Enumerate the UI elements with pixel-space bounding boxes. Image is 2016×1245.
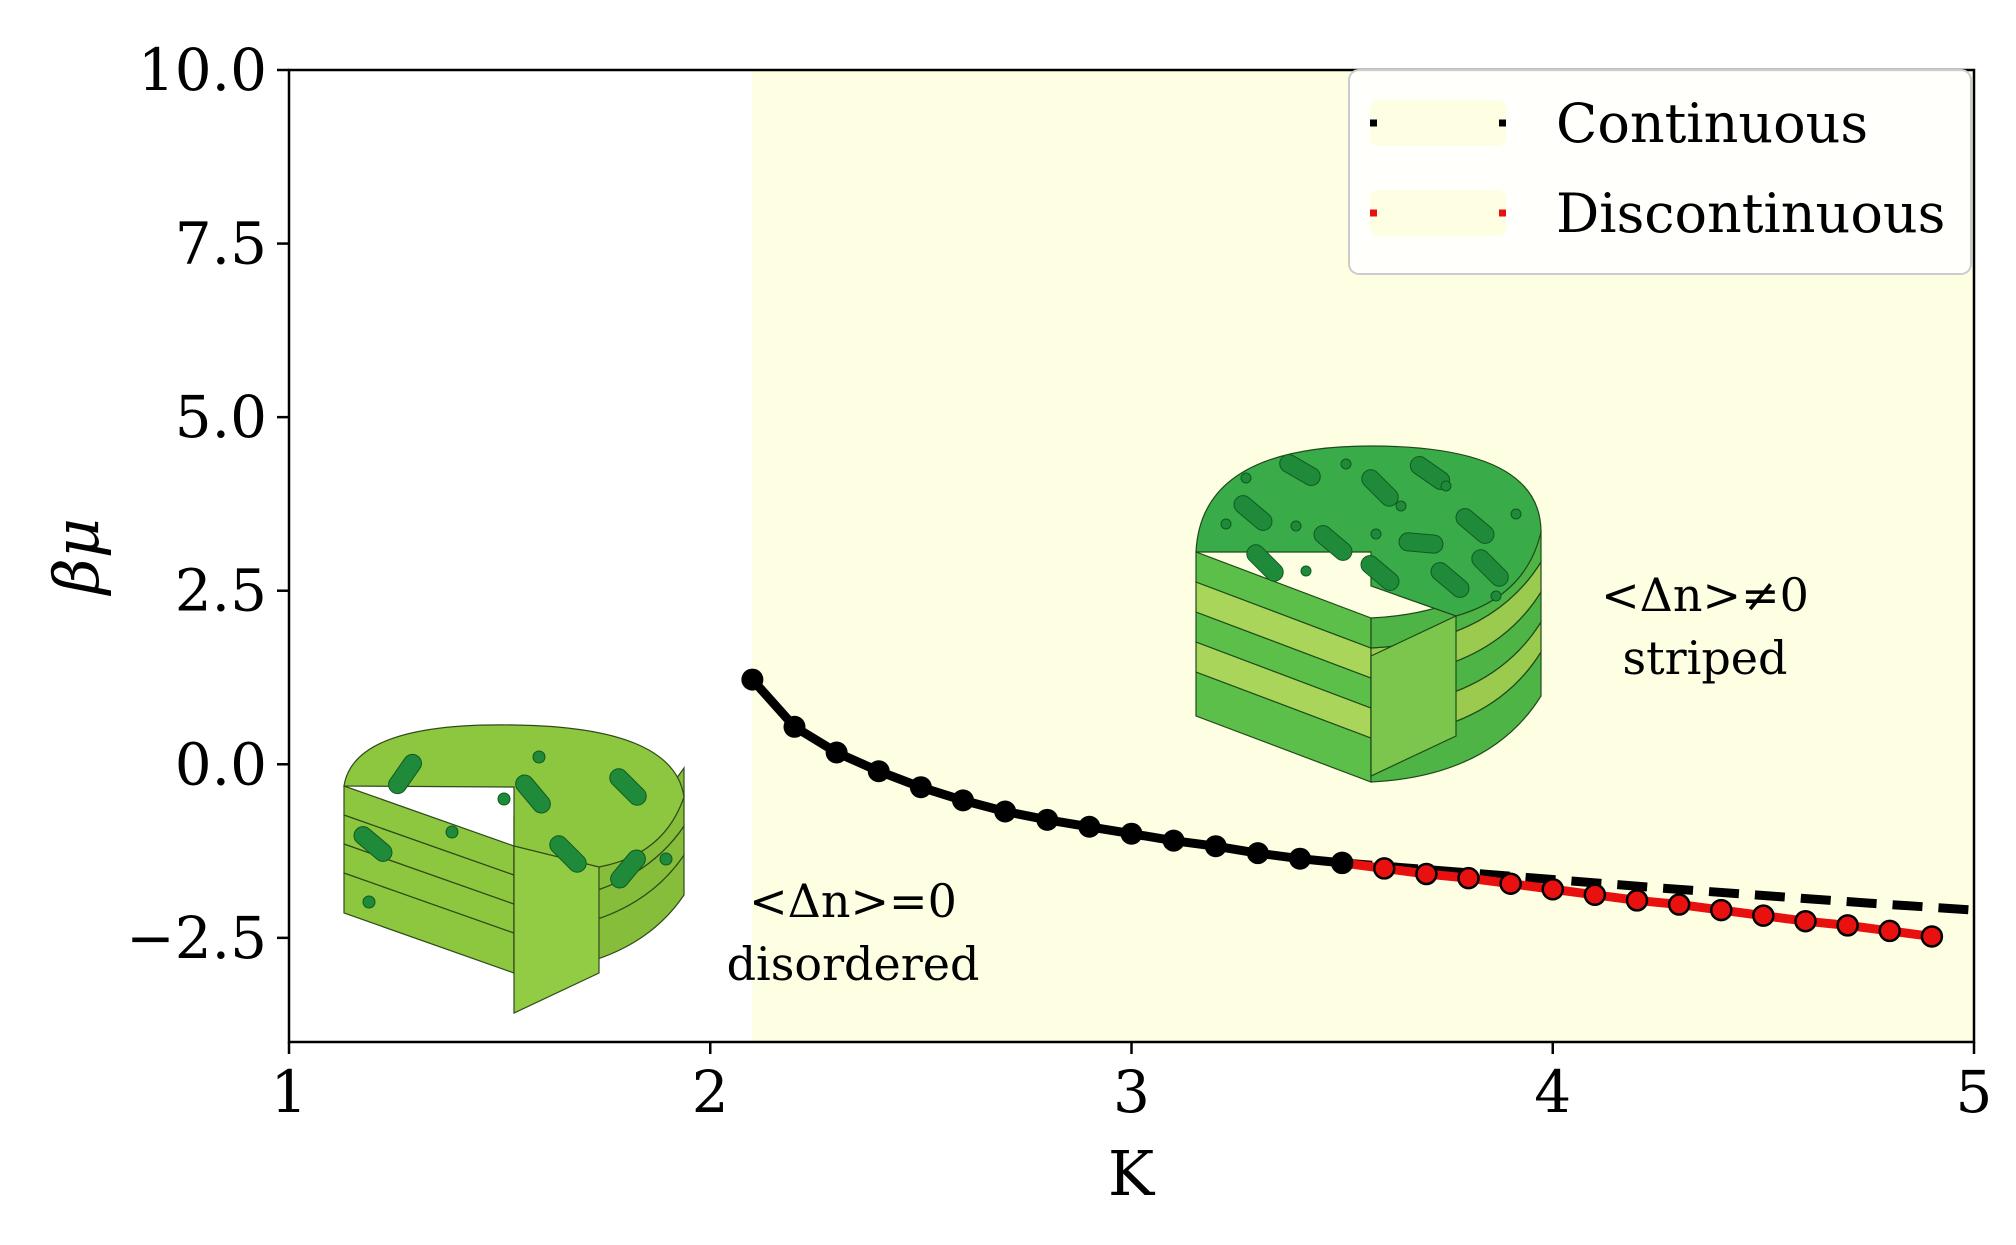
legend-swatch-discontinuous <box>1370 190 1506 236</box>
continuous-point <box>1331 851 1354 874</box>
continuous-point <box>1289 847 1311 870</box>
y-axis-title: βμ <box>40 518 113 596</box>
discontinuous-point <box>1373 857 1396 880</box>
disordered-label-line1: <Δn>=0 <box>749 874 957 928</box>
continuous-point <box>867 760 890 783</box>
discontinuous-point <box>1794 909 1817 933</box>
x-tick-label: 2 <box>692 1058 729 1126</box>
discontinuous-point <box>1457 866 1480 890</box>
discontinuous-point <box>1541 878 1564 901</box>
continuous-point <box>1204 835 1227 858</box>
continuous-point <box>1246 842 1269 865</box>
continuous-point <box>952 789 974 812</box>
legend: Continuous Discontinuous <box>1348 69 1972 275</box>
x-axis-title: K <box>1108 1137 1156 1210</box>
x-tick-label: 4 <box>1534 1058 1571 1126</box>
y-axis: 10.0 7.5 5.0 2.5 0.0 −2.5 <box>126 36 289 972</box>
striped-cake-icon <box>1195 445 1542 783</box>
y-tick-label: 0.0 <box>175 730 267 798</box>
x-tick-label: 1 <box>271 1058 308 1126</box>
x-tick-label: 3 <box>1113 1058 1150 1126</box>
striped-label-line1: <Δn>≠0 <box>1601 568 1809 622</box>
continuous-point <box>741 668 764 691</box>
x-tick-label: 5 <box>1956 1058 1993 1126</box>
striped-label-line2: striped <box>1623 631 1788 685</box>
discontinuous-point <box>1710 898 1733 922</box>
continuous-point <box>909 776 932 799</box>
discontinuous-point <box>1878 919 1901 943</box>
x-axis: 1 2 3 4 5 <box>271 1042 1993 1126</box>
continuous-extrapolated-line <box>1341 858 1974 915</box>
continuous-point <box>994 800 1017 823</box>
legend-swatch-continuous <box>1370 100 1506 146</box>
legend-label-continuous: Continuous <box>1556 92 1868 155</box>
continuous-point <box>1162 829 1185 852</box>
continuous-point <box>783 715 806 738</box>
discontinuous-point <box>1667 893 1691 916</box>
y-tick-label: 2.5 <box>175 557 267 625</box>
discontinuous-point <box>1625 889 1649 912</box>
disordered-label-line2: disordered <box>727 937 980 991</box>
continuous-point <box>1120 822 1143 845</box>
y-tick-label: 5.0 <box>175 383 267 451</box>
continuous-point <box>825 741 848 764</box>
discontinuous-point <box>1836 914 1859 937</box>
continuous-point <box>1036 808 1059 831</box>
disordered-cake-icon <box>343 724 685 1014</box>
y-tick-label: 10.0 <box>138 36 267 104</box>
discontinuous-point <box>1415 862 1438 886</box>
discontinuous-point <box>1583 883 1607 907</box>
discontinuous-point <box>1752 904 1775 927</box>
y-tick-label: −2.5 <box>126 904 267 972</box>
legend-label-discontinuous: Discontinuous <box>1556 182 1945 245</box>
continuous-point <box>1078 815 1101 838</box>
series-layer <box>741 668 1974 948</box>
discontinuous-point <box>1920 925 1944 948</box>
discontinuous-point <box>1499 872 1522 895</box>
y-tick-label: 7.5 <box>175 210 267 278</box>
